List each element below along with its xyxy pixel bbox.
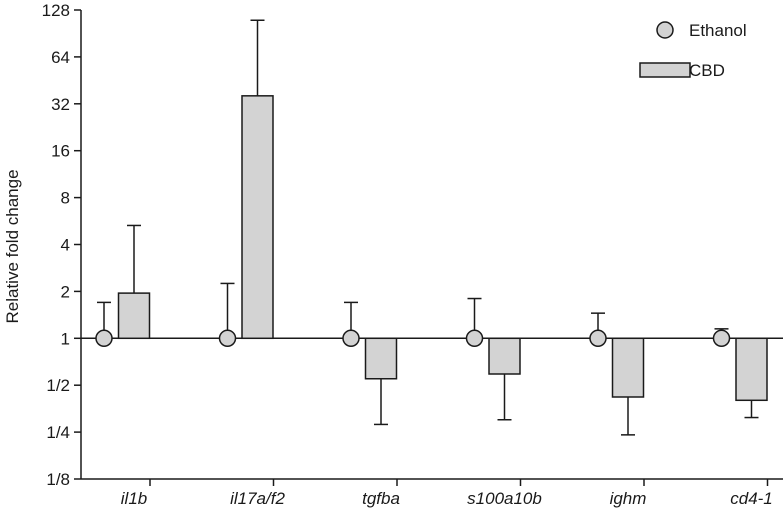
data-point: [589, 329, 607, 348]
x-tick-label: ighm: [610, 489, 647, 508]
y-axis-title: Relative fold change: [3, 169, 22, 323]
x-tick-label: tgfba: [362, 489, 400, 508]
bar: [364, 337, 398, 380]
bar: [488, 337, 521, 375]
y-tick-label: 2: [61, 282, 70, 301]
data-point: [218, 329, 237, 348]
y-tick-label: 32: [51, 95, 70, 114]
y-tick-label: 4: [61, 236, 70, 255]
y-tick-label: 128: [42, 1, 70, 20]
legend-label: Ethanol: [689, 21, 747, 40]
data-point: [712, 329, 731, 348]
legend-label: CBD: [689, 61, 725, 80]
y-tick-label: 8: [61, 189, 70, 208]
data-point: [342, 329, 360, 348]
x-tick-label: il1b: [121, 489, 147, 508]
y-tick-label: 1/4: [46, 423, 70, 442]
error-bars: [97, 19, 759, 436]
legend-marker-circle: [656, 21, 674, 39]
bar: [241, 95, 274, 340]
y-tick-label: 1/2: [46, 376, 70, 395]
y-tick-label: 1/8: [46, 470, 70, 489]
y-tick-label: 1: [61, 329, 70, 348]
x-tick-label: cd4-1: [730, 489, 773, 508]
bar: [735, 337, 768, 402]
data-point: [465, 329, 484, 348]
axes: 128 64 32 16 8 4 2 1 1/2 1/4 1/8 il1b il17a/f2 tgfba s…: [42, 1, 783, 508]
bar-series: [117, 95, 768, 402]
legend: Ethanol CBD: [639, 21, 747, 80]
legend-marker-bar: [639, 62, 691, 78]
bar: [117, 292, 151, 340]
point-series: [95, 329, 731, 348]
y-tick-label: 64: [51, 48, 70, 67]
bar: [611, 337, 645, 398]
x-tick-label: s100a10b: [467, 489, 542, 508]
data-point: [95, 329, 113, 348]
x-tick-label: il17a/f2: [230, 489, 285, 508]
y-tick-label: 16: [51, 142, 70, 161]
